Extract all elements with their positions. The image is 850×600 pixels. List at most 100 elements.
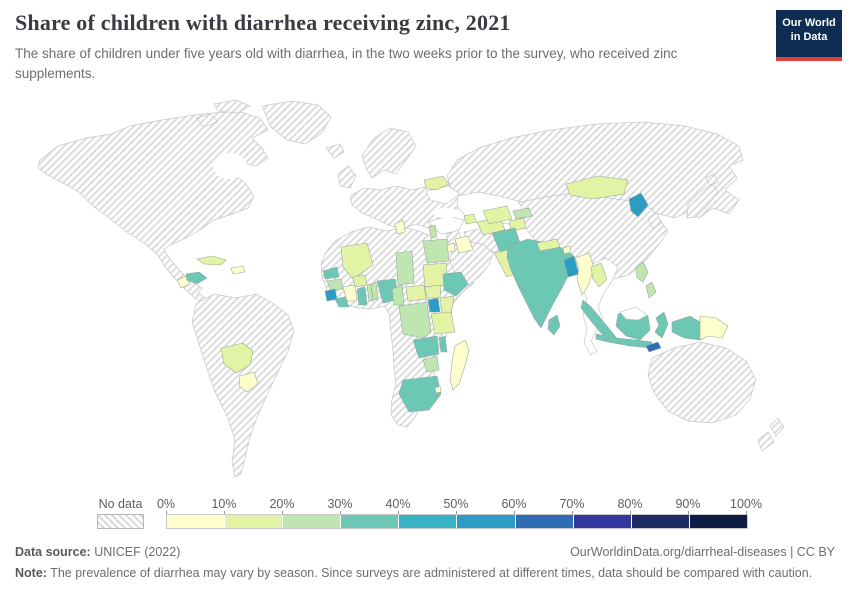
legend-swatch-0-10%[interactable] bbox=[167, 515, 225, 528]
country-myanmar[interactable] bbox=[574, 252, 595, 296]
country-chad[interactable] bbox=[395, 250, 415, 286]
country-tunisia[interactable] bbox=[394, 219, 406, 235]
legend-tick-label: 50% bbox=[443, 497, 469, 511]
country-australia[interactable] bbox=[647, 341, 757, 424]
country-zambia[interactable] bbox=[412, 335, 440, 359]
country-tajikistan[interactable] bbox=[508, 217, 527, 232]
country-iceland[interactable] bbox=[325, 143, 345, 159]
country-albania[interactable] bbox=[428, 224, 438, 239]
legend-swatch-70-80%[interactable] bbox=[572, 515, 631, 528]
country-ukraine[interactable] bbox=[425, 185, 461, 205]
legend-swatch-60-70%[interactable] bbox=[514, 515, 573, 528]
country-ghana[interactable] bbox=[356, 286, 368, 306]
country-papua-new-guinea[interactable] bbox=[699, 315, 729, 341]
country-new-zealand[interactable] bbox=[757, 417, 785, 452]
legend-swatch-20-30%[interactable] bbox=[282, 515, 341, 528]
country-timor-leste[interactable] bbox=[645, 341, 662, 353]
country-bolivia[interactable] bbox=[220, 342, 254, 374]
legend-tick-mark bbox=[746, 511, 747, 514]
legend-color-scale: 0% 10% 20% 30% 40% 50% 60% 70% 80% 90% 100% bbox=[157, 497, 762, 529]
country-haiti-dominican-republic[interactable] bbox=[230, 265, 246, 275]
country-belarus[interactable] bbox=[423, 175, 450, 191]
legend-swatch-50-60%[interactable] bbox=[456, 515, 515, 528]
attribution-link[interactable]: OurWorldinData.org/diarrheal-diseases | … bbox=[570, 545, 835, 559]
country-central-african-republic[interactable] bbox=[405, 284, 427, 302]
legend-swatch-30-40%[interactable] bbox=[340, 515, 399, 528]
legend-swatch-10-20%[interactable] bbox=[224, 515, 283, 528]
country-zimbabwe[interactable] bbox=[422, 355, 440, 373]
landmass-greenland[interactable] bbox=[261, 100, 332, 145]
country-north-korea[interactable] bbox=[628, 192, 649, 218]
legend-swatch-40-50%[interactable] bbox=[398, 515, 457, 528]
country-honduras[interactable] bbox=[185, 271, 208, 285]
country-burkina-faso[interactable] bbox=[352, 274, 368, 288]
chart-header: Share of children with diarrhea receivin… bbox=[15, 10, 765, 83]
chart-footer: Data source: UNICEF (2022) OurWorldinDat… bbox=[15, 545, 835, 580]
country-egypt[interactable] bbox=[422, 238, 450, 264]
legend-no-data[interactable]: No data bbox=[97, 497, 144, 529]
country-malaysia-north-borneo[interactable] bbox=[619, 306, 648, 321]
country-united-kingdom[interactable] bbox=[337, 165, 357, 189]
arctic-islands[interactable] bbox=[195, 99, 251, 128]
legend-tick-label: 80% bbox=[617, 497, 643, 511]
country-madagascar[interactable] bbox=[449, 339, 470, 391]
region-indochina[interactable] bbox=[580, 257, 619, 356]
country-senegal[interactable] bbox=[322, 266, 340, 280]
country-indonesia-sulawesi[interactable] bbox=[654, 311, 669, 339]
owid-logo-line1: Our World bbox=[782, 17, 836, 29]
country-philippines[interactable] bbox=[635, 261, 657, 299]
legend-tick-mark bbox=[166, 511, 167, 514]
legend-tick-mark bbox=[688, 511, 689, 514]
legend-tick-label: 100% bbox=[730, 497, 762, 511]
note-text: The prevalence of diarrhea may vary by s… bbox=[50, 566, 813, 580]
country-south-korea[interactable] bbox=[647, 212, 662, 230]
country-eswatini[interactable] bbox=[434, 385, 442, 394]
landmass-north-america[interactable] bbox=[37, 110, 269, 318]
legend-color-bar[interactable] bbox=[166, 514, 748, 529]
country-nepal[interactable] bbox=[536, 238, 561, 252]
legend-tick-label: 70% bbox=[559, 497, 585, 511]
legend-tick-mark bbox=[572, 511, 573, 514]
legend-tick-label: 90% bbox=[675, 497, 701, 511]
country-bhutan[interactable] bbox=[562, 245, 572, 255]
country-dr-congo[interactable] bbox=[398, 301, 432, 339]
country-liberia[interactable] bbox=[334, 296, 350, 308]
country-paraguay[interactable] bbox=[238, 371, 259, 393]
data-source: Data source: UNICEF (2022) bbox=[15, 545, 180, 559]
country-cote-divoire[interactable] bbox=[342, 284, 358, 302]
legend-tick-mark bbox=[224, 511, 225, 514]
legend-no-data-label: No data bbox=[98, 497, 143, 511]
country-japan[interactable] bbox=[686, 173, 719, 219]
landmass-scandinavia[interactable] bbox=[361, 127, 417, 179]
country-uzbekistan[interactable] bbox=[482, 205, 513, 225]
country-azerbaijan[interactable] bbox=[463, 213, 477, 225]
legend-tick-label: 20% bbox=[269, 497, 295, 511]
country-benin[interactable] bbox=[370, 281, 379, 301]
country-kyrgyzstan[interactable] bbox=[512, 207, 533, 220]
chart-subtitle: The share of children under five years o… bbox=[15, 46, 678, 81]
country-guinea[interactable] bbox=[326, 278, 344, 292]
legend-tick-label: 60% bbox=[501, 497, 527, 511]
country-south-africa[interactable] bbox=[398, 375, 442, 413]
country-uganda[interactable] bbox=[427, 297, 441, 313]
legend-tick-mark bbox=[398, 511, 399, 514]
legend-tick-mark bbox=[282, 511, 283, 514]
country-malawi[interactable] bbox=[438, 335, 448, 353]
country-mali[interactable] bbox=[340, 242, 374, 280]
country-tanzania[interactable] bbox=[430, 311, 456, 335]
country-laos[interactable] bbox=[590, 262, 608, 288]
legend-no-data-swatch[interactable] bbox=[97, 514, 144, 529]
country-cuba[interactable] bbox=[196, 255, 227, 266]
country-mongolia[interactable] bbox=[565, 175, 629, 200]
legend-swatch-90-100%[interactable] bbox=[688, 515, 747, 528]
country-sri-lanka[interactable] bbox=[547, 314, 561, 336]
world-choropleth-map[interactable] bbox=[0, 96, 850, 493]
country-iraq[interactable] bbox=[454, 235, 474, 254]
owid-logo[interactable]: Our World in Data bbox=[776, 10, 842, 61]
country-ethiopia[interactable] bbox=[442, 271, 469, 297]
country-jordan[interactable] bbox=[446, 242, 456, 253]
country-south-sudan[interactable] bbox=[424, 284, 442, 299]
country-cameroon[interactable] bbox=[391, 284, 405, 306]
legend-swatch-80-90%[interactable] bbox=[630, 515, 689, 528]
